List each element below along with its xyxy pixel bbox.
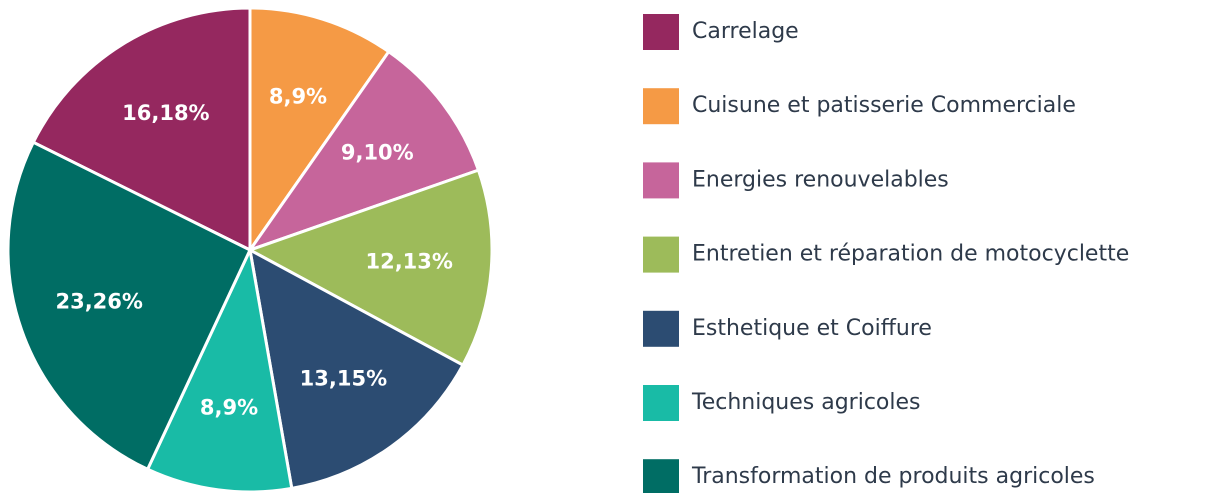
legend-label: Cuisune et patisserie Commerciale bbox=[692, 93, 1076, 118]
legend-swatch bbox=[643, 385, 679, 421]
pie-slice bbox=[246, 49, 481, 253]
pie-slice bbox=[246, 168, 494, 368]
legend-swatch bbox=[643, 310, 679, 347]
legend-swatch bbox=[643, 162, 679, 199]
data-label: 8,9% bbox=[269, 85, 327, 109]
data-label: 16,18% bbox=[122, 101, 209, 125]
legend-swatch bbox=[643, 459, 679, 493]
legend-label: Esthetique et Coiffure bbox=[692, 316, 932, 341]
legend-label: Entretien et réparation de motocyclette bbox=[692, 242, 1129, 267]
legend-label: Carrelage bbox=[692, 19, 799, 44]
data-label: 23,26% bbox=[55, 290, 142, 314]
pie-slice bbox=[145, 245, 294, 493]
data-label: 13,15% bbox=[300, 367, 387, 391]
legend-swatch bbox=[643, 88, 679, 125]
data-label: 12,13% bbox=[365, 250, 452, 274]
legend-label: Techniques agricoles bbox=[691, 390, 921, 415]
legend-swatch bbox=[643, 14, 679, 50]
legend-label: Transformation de produits agricoles bbox=[691, 464, 1095, 489]
pie-slice bbox=[6, 140, 252, 472]
pie-slice bbox=[248, 6, 391, 255]
data-label: 9,10% bbox=[341, 141, 414, 165]
pie-slice bbox=[31, 6, 252, 253]
legend-swatch bbox=[643, 236, 679, 273]
pie-slice bbox=[247, 247, 465, 491]
data-label: 8,9% bbox=[200, 395, 258, 419]
legend-label: Energies renouvelables bbox=[692, 167, 949, 192]
